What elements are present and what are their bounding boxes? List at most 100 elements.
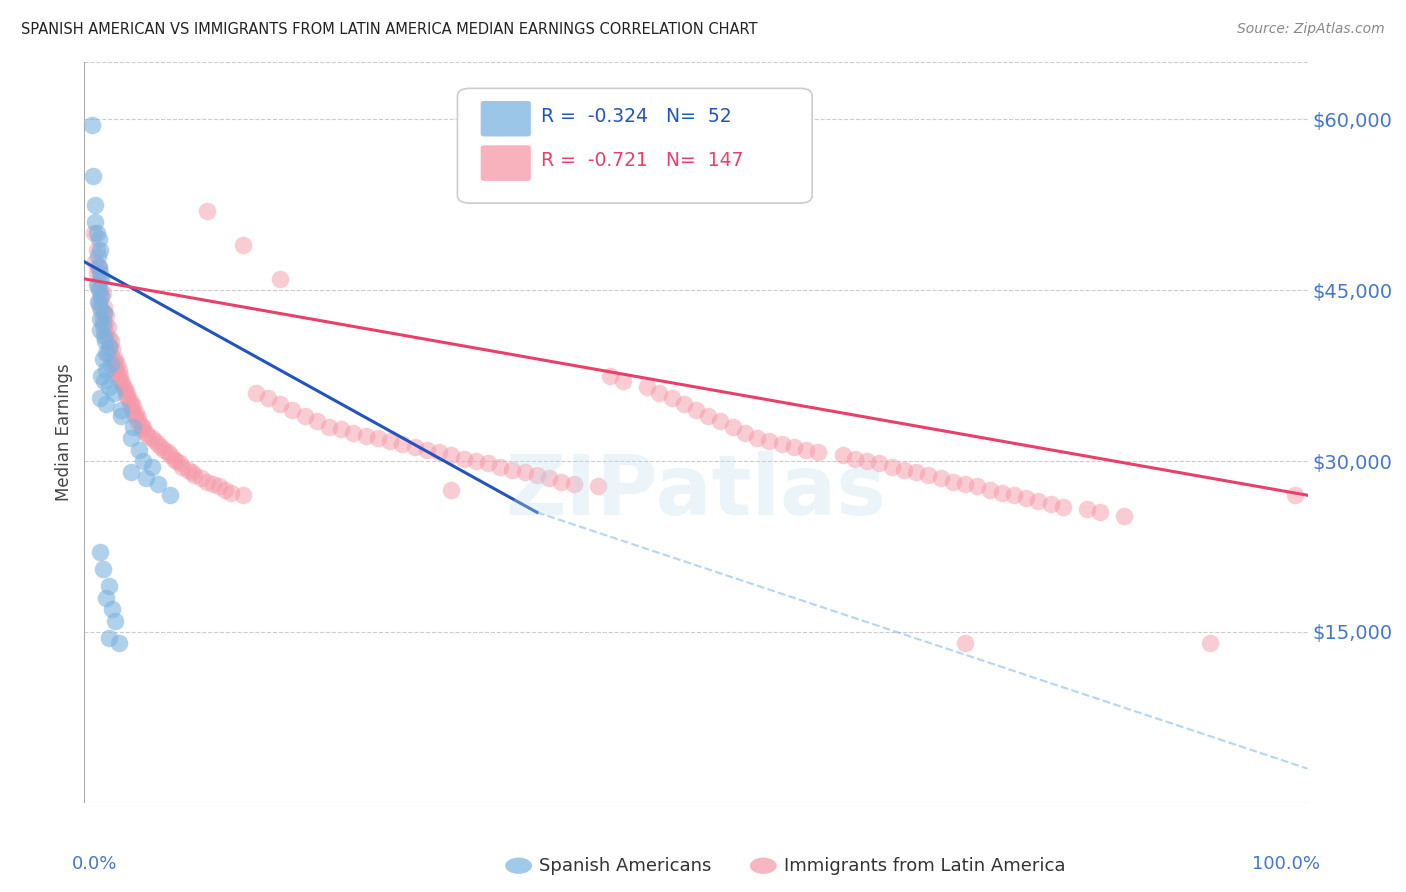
Point bbox=[183, 467, 205, 482]
Point bbox=[1076, 502, 1098, 516]
Point bbox=[709, 414, 731, 428]
Point bbox=[1015, 491, 1038, 505]
Point bbox=[117, 392, 139, 406]
Point bbox=[90, 272, 112, 286]
Point bbox=[330, 422, 353, 436]
Point bbox=[105, 365, 128, 379]
Point bbox=[477, 456, 499, 470]
Point bbox=[427, 445, 450, 459]
Point bbox=[110, 402, 132, 417]
Point bbox=[89, 323, 111, 337]
Point bbox=[97, 340, 120, 354]
Point bbox=[96, 328, 118, 343]
Point bbox=[90, 289, 112, 303]
Point bbox=[232, 237, 254, 252]
Point bbox=[97, 631, 120, 645]
Point bbox=[82, 169, 104, 184]
Point bbox=[107, 372, 129, 386]
Point bbox=[129, 417, 152, 432]
Point bbox=[97, 331, 120, 345]
Point bbox=[880, 459, 903, 474]
Point bbox=[269, 272, 291, 286]
Point bbox=[107, 636, 129, 650]
Point bbox=[214, 483, 236, 497]
Point bbox=[172, 459, 194, 474]
Point bbox=[794, 442, 817, 457]
Point bbox=[416, 442, 439, 457]
Circle shape bbox=[505, 857, 531, 874]
Circle shape bbox=[749, 857, 776, 874]
Point bbox=[107, 363, 129, 377]
Text: Spanish Americans: Spanish Americans bbox=[540, 856, 711, 875]
Point bbox=[953, 476, 976, 491]
Point bbox=[917, 467, 939, 482]
Point bbox=[257, 392, 280, 406]
Point bbox=[150, 441, 173, 455]
Point bbox=[146, 437, 169, 451]
Point bbox=[87, 260, 110, 275]
Point bbox=[245, 385, 267, 400]
Point bbox=[159, 449, 181, 463]
Point bbox=[526, 467, 548, 482]
Point bbox=[195, 203, 218, 218]
Point bbox=[110, 375, 132, 389]
Point bbox=[538, 471, 561, 485]
Point bbox=[232, 488, 254, 502]
Point bbox=[672, 397, 695, 411]
Point bbox=[440, 483, 463, 497]
Point bbox=[367, 431, 389, 445]
Point bbox=[1284, 488, 1306, 502]
Point bbox=[131, 422, 153, 436]
Point bbox=[513, 466, 536, 480]
Point bbox=[281, 402, 304, 417]
Point bbox=[305, 414, 328, 428]
Point bbox=[89, 392, 111, 406]
Point bbox=[93, 328, 115, 343]
Point bbox=[159, 488, 181, 502]
Point bbox=[90, 368, 112, 383]
Point bbox=[1002, 488, 1025, 502]
Point bbox=[93, 323, 115, 337]
Point bbox=[550, 475, 572, 489]
Point bbox=[91, 562, 114, 576]
Point bbox=[1198, 636, 1220, 650]
Point bbox=[128, 442, 150, 457]
Point bbox=[93, 301, 115, 315]
Point bbox=[929, 471, 952, 485]
Point bbox=[103, 354, 125, 368]
Point bbox=[136, 429, 159, 443]
Point bbox=[96, 346, 118, 360]
Point bbox=[294, 409, 316, 423]
Point bbox=[84, 254, 107, 268]
Text: R =  -0.721   N=  147: R = -0.721 N= 147 bbox=[541, 152, 744, 170]
Point bbox=[783, 441, 806, 455]
Point bbox=[91, 318, 114, 332]
Point bbox=[1039, 497, 1062, 511]
Text: 100.0%: 100.0% bbox=[1251, 855, 1320, 872]
Point bbox=[114, 384, 136, 398]
Point bbox=[89, 283, 111, 297]
Point bbox=[89, 266, 111, 280]
Point bbox=[599, 368, 621, 383]
Point bbox=[146, 476, 169, 491]
Point bbox=[856, 454, 879, 468]
Text: Source: ZipAtlas.com: Source: ZipAtlas.com bbox=[1237, 22, 1385, 37]
Point bbox=[104, 351, 127, 366]
Point bbox=[135, 471, 157, 485]
Point bbox=[97, 380, 120, 394]
Point bbox=[112, 380, 135, 394]
Point bbox=[108, 368, 131, 383]
Point bbox=[661, 392, 683, 406]
Text: 0.0%: 0.0% bbox=[72, 855, 118, 872]
Point bbox=[125, 406, 148, 420]
Point bbox=[1088, 505, 1111, 519]
Point bbox=[100, 357, 122, 371]
Point bbox=[93, 375, 115, 389]
Point bbox=[489, 459, 512, 474]
Point bbox=[87, 283, 110, 297]
Point bbox=[87, 294, 110, 309]
Point bbox=[1028, 494, 1050, 508]
Point bbox=[562, 476, 585, 491]
Point bbox=[90, 303, 112, 318]
Point bbox=[127, 410, 149, 425]
